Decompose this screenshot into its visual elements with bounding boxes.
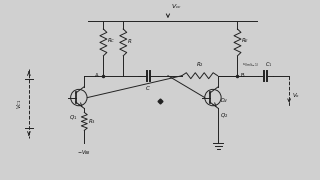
Text: $V_{C1}$: $V_{C1}$ [15, 98, 24, 109]
Text: $V_{cc}$: $V_{cc}$ [171, 2, 182, 11]
Text: $Q_2$: $Q_2$ [220, 111, 229, 120]
Text: $C_1$: $C_1$ [265, 60, 273, 69]
Text: $Q_1$: $Q_1$ [69, 113, 78, 122]
Text: $C$: $C$ [145, 84, 151, 92]
Text: $R_E$: $R_E$ [242, 37, 250, 45]
Text: $R_2$: $R_2$ [196, 60, 204, 69]
Text: $-V_{BB}$: $-V_{BB}$ [77, 148, 91, 157]
Text: B: B [240, 73, 244, 78]
Text: A: A [95, 73, 99, 78]
Text: $V_o$: $V_o$ [292, 91, 300, 100]
Text: $R$: $R$ [127, 37, 132, 45]
Text: $v_{i(m/t-1)}$: $v_{i(m/t-1)}$ [243, 62, 260, 69]
Text: $R_C$: $R_C$ [107, 37, 116, 45]
Text: $R_3$: $R_3$ [88, 117, 96, 126]
Text: $D_N$: $D_N$ [220, 96, 228, 105]
